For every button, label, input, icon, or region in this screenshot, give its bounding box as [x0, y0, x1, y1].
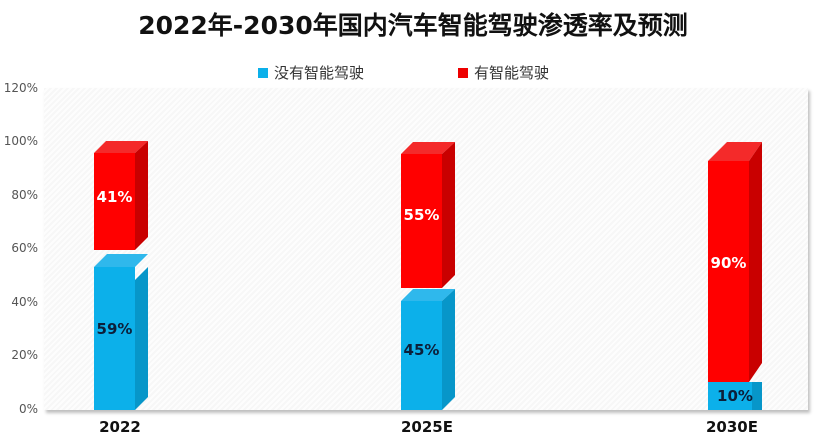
value-label: 41% — [96, 188, 133, 206]
value-label: 55% — [403, 206, 440, 224]
x-label-2030e: 2030E — [706, 418, 758, 436]
y-tick: 40% — [11, 295, 38, 309]
segment-smart-2025e: 55% — [401, 142, 455, 288]
segment-smart-2022: 41% — [94, 141, 148, 250]
x-label-2022: 2022 — [99, 418, 141, 436]
segment-smart-2030e: 90% — [708, 142, 762, 382]
value-label: 10% — [717, 387, 753, 405]
legend-label: 没有智能驾驶 — [274, 64, 365, 82]
chart-title: 2022年-2030年国内汽车智能驾驶渗透率及预测 — [138, 11, 688, 40]
x-label-2025e: 2025E — [401, 418, 453, 436]
y-tick: 100% — [3, 134, 38, 148]
y-tick: 0% — [18, 402, 38, 416]
segment-no-smart-2030e: 10% — [708, 382, 762, 410]
value-label: 59% — [96, 320, 133, 338]
segment-no-smart-2025e: 45% — [401, 289, 455, 410]
legend-item-smart-driving: 有智能驾驶 — [458, 62, 549, 83]
y-tick: 80% — [11, 188, 38, 202]
legend-swatch-red-icon — [458, 67, 468, 78]
legend: 没有智能驾驶 有智能驾驶 — [0, 62, 826, 84]
y-tick: 60% — [11, 241, 38, 255]
legend-swatch-blue-icon — [258, 67, 268, 78]
legend-label: 有智能驾驶 — [474, 64, 550, 82]
segment-no-smart-2022: 59% — [94, 254, 148, 410]
value-label: 90% — [710, 254, 747, 272]
legend-item-no-smart-driving: 没有智能驾驶 — [258, 62, 364, 83]
y-tick: 20% — [11, 348, 38, 362]
y-tick: 120% — [3, 81, 38, 95]
value-label: 45% — [403, 341, 440, 359]
